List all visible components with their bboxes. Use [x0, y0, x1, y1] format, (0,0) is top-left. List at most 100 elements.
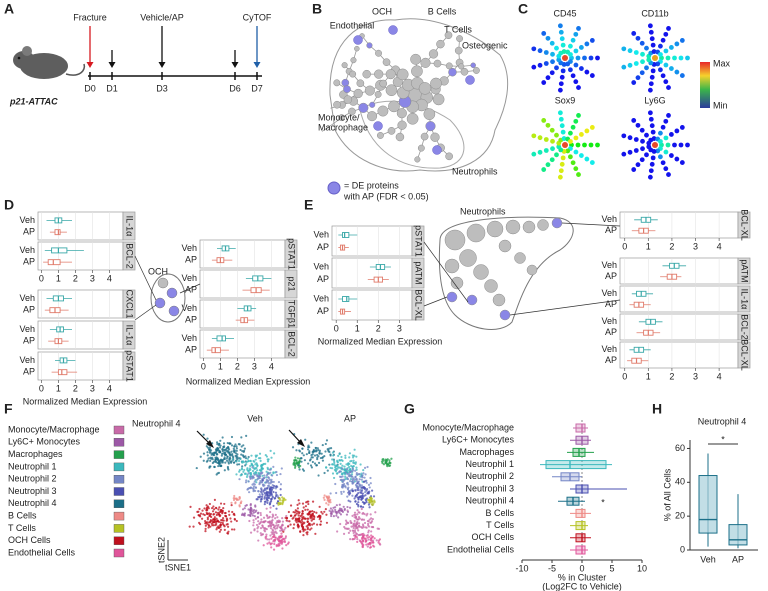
cell-point	[247, 470, 250, 473]
cell-point	[368, 535, 371, 538]
tree-node	[621, 133, 627, 139]
cell-point	[361, 536, 364, 539]
cell-point	[234, 452, 238, 455]
cell-point	[372, 544, 375, 547]
cell-point	[209, 518, 212, 522]
x-tick-label: 4	[107, 383, 112, 393]
tree-node	[674, 41, 680, 47]
cell-point	[352, 526, 355, 530]
tree-node	[573, 79, 579, 85]
cell-point	[334, 482, 337, 486]
cell-point	[280, 467, 283, 470]
cell-point	[347, 521, 350, 524]
cell-point	[346, 510, 350, 513]
tree-node	[568, 67, 573, 73]
node	[470, 62, 476, 69]
cell-point	[356, 537, 359, 541]
connector	[561, 222, 621, 227]
node	[551, 217, 563, 229]
tree-node	[541, 167, 547, 172]
cell-point	[213, 520, 216, 523]
cell-point	[281, 501, 285, 504]
x-axis-title: (Log2FC to Vehicle)	[542, 581, 622, 591]
cell-point	[243, 447, 246, 450]
marker-name: CD11b	[641, 8, 668, 18]
cell-point	[270, 456, 273, 459]
legend-label: Neutrophil 2	[8, 474, 57, 484]
cell-point	[260, 520, 263, 523]
cell-point	[210, 515, 213, 519]
legend-swatch	[113, 462, 125, 472]
cell-point	[355, 472, 358, 475]
cell-point	[204, 522, 207, 525]
cell-point	[260, 497, 263, 500]
cell-point	[222, 506, 225, 510]
cell-point	[252, 485, 256, 488]
cell-point	[321, 456, 324, 459]
cell-point	[285, 517, 288, 520]
group-label: AP	[23, 367, 35, 377]
cell-point	[230, 454, 234, 457]
cell-point	[344, 475, 347, 478]
cell-point	[282, 538, 285, 541]
facet-label: pATM	[740, 259, 750, 282]
x-tick-label: 1	[355, 323, 360, 333]
cell-point	[251, 487, 254, 490]
cell-point	[306, 517, 309, 520]
cell-point	[386, 465, 389, 468]
cell-point	[217, 520, 221, 523]
cell-point	[223, 502, 226, 506]
facet-label: pSTAT1	[287, 238, 297, 270]
facet-label: BCL-XL	[414, 289, 424, 321]
cell-point	[381, 462, 384, 465]
cell-point	[223, 451, 226, 454]
cell-point	[364, 479, 367, 483]
tree-node	[545, 122, 551, 128]
cell-point	[361, 523, 365, 526]
cell-point	[224, 453, 228, 456]
x-tick-label: 0	[622, 371, 627, 381]
cell-point	[271, 528, 274, 531]
tree-node	[558, 116, 564, 122]
cell-point	[338, 466, 341, 469]
node	[446, 291, 458, 303]
axis-title: tSNE2	[156, 537, 166, 563]
cell-point	[314, 446, 317, 450]
cell-point	[238, 497, 241, 500]
cell-point	[279, 472, 282, 476]
cell-point	[260, 488, 263, 492]
cell-point	[328, 463, 331, 466]
tree-node	[531, 64, 537, 70]
cell-point	[245, 475, 249, 479]
cell-point	[367, 524, 370, 527]
node	[377, 105, 389, 117]
cell-point	[361, 505, 365, 509]
x-axis-title: Normalized Median Expression	[23, 396, 148, 406]
legend-label: Monocyte/Macrophage	[8, 424, 100, 434]
cell-point	[301, 447, 304, 450]
cell-point	[293, 523, 296, 526]
cell-point	[368, 499, 371, 502]
group-label: AP	[605, 299, 617, 309]
node	[348, 107, 356, 116]
cell-point	[338, 509, 341, 512]
cell-point	[267, 496, 271, 500]
x-tick-label: 1	[646, 371, 651, 381]
cell-point	[344, 454, 347, 457]
tree-node	[648, 81, 654, 87]
cell-point	[240, 500, 243, 503]
cell-point	[264, 494, 267, 497]
cell-point	[310, 441, 313, 444]
x-tick-label: 3	[90, 273, 95, 283]
significance-mark: *	[721, 434, 725, 444]
cell-point	[240, 445, 243, 448]
cell-point	[217, 508, 220, 511]
legend-label: T Cells	[8, 523, 36, 533]
cell-point	[293, 511, 297, 514]
cell-point	[366, 536, 369, 539]
tree-node	[543, 61, 549, 66]
cell-point	[323, 498, 326, 501]
cell-point	[249, 459, 252, 462]
cell-point	[338, 503, 341, 506]
y-tick-label: 20	[675, 511, 685, 521]
